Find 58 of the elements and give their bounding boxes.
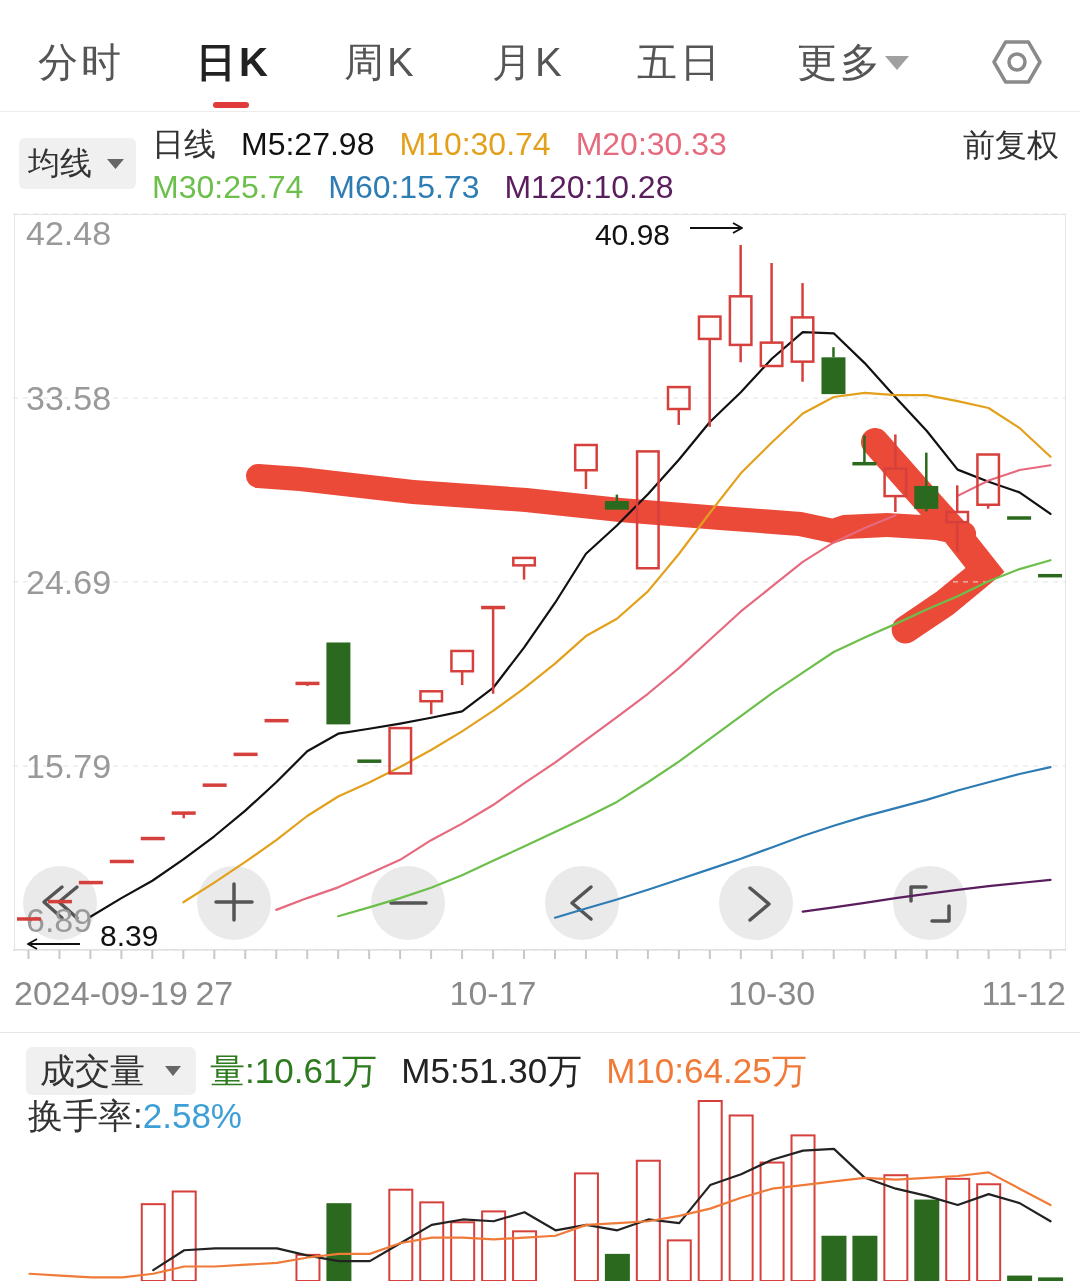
bar (945, 1177, 971, 1281)
text: 更多 (797, 39, 883, 86)
bar (481, 1210, 507, 1281)
text: 11-12 (981, 973, 1066, 1013)
y-tick-label: 24.69 (26, 562, 112, 601)
bar (1007, 1275, 1033, 1281)
text: M120:10.28 (504, 168, 674, 207)
bar (388, 1188, 414, 1281)
bar (883, 1174, 909, 1281)
y-tick-label: 15.79 (26, 746, 112, 785)
bar (1038, 1277, 1064, 1281)
bar (171, 1190, 197, 1281)
y-tick-label: 33.58 (26, 379, 112, 418)
bar (976, 1183, 1002, 1281)
chart-title: 成交量 (40, 1050, 145, 1092)
bar (635, 1159, 661, 1281)
text: M10:64.25万 (606, 1050, 807, 1092)
annotation: 40.98 (594, 217, 670, 253)
annotation: 8.39 (100, 918, 159, 954)
bar (295, 1253, 321, 1281)
text: M30:25.74 (152, 168, 304, 207)
bar (821, 1235, 847, 1281)
text: 周K (344, 39, 417, 86)
text: 量:10.61万 (210, 1050, 378, 1092)
text: 分时 (38, 39, 124, 86)
dropdown-button: 成交量 (26, 1047, 196, 1095)
x-tick-label: 10-17 (449, 974, 537, 1013)
text: M60:15.73 (328, 168, 480, 207)
bar (759, 1161, 785, 1281)
text: M20:30.33 (575, 125, 727, 164)
dropdown-button: 均线 (19, 138, 136, 189)
annotation: 换手率:2.58% (28, 1096, 242, 1135)
bar (697, 1100, 723, 1281)
x-tick-label: 27 (195, 974, 234, 1013)
bar (914, 1199, 940, 1281)
y-tick-label: 6.89 (26, 901, 93, 939)
text: 月K (492, 39, 565, 86)
text: M5:27.98 (241, 125, 375, 164)
x-tick-label: 10-30 (728, 974, 816, 1013)
bar (326, 1203, 352, 1281)
text: 前复权 (963, 126, 1059, 165)
bar (852, 1235, 878, 1281)
bar (140, 1203, 166, 1281)
bar (666, 1239, 692, 1281)
bar (790, 1134, 816, 1281)
bar (450, 1221, 476, 1281)
text: M10:30.74 (399, 125, 551, 164)
bar (512, 1230, 538, 1281)
bar (419, 1201, 445, 1281)
bar (573, 1172, 599, 1281)
text: 日K (196, 39, 271, 86)
y-tick-label: 42.48 (26, 214, 112, 252)
text: M5:51.30万 (401, 1050, 583, 1092)
bar (604, 1253, 630, 1281)
legend-title: 日线 (152, 125, 216, 164)
bar (728, 1114, 754, 1281)
text: 五日 (637, 39, 723, 86)
text: 2024-09-19 (14, 973, 188, 1013)
